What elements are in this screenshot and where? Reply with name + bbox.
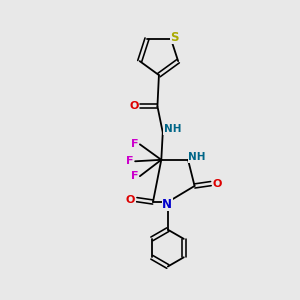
Text: F: F <box>131 140 138 149</box>
Text: NH: NH <box>188 152 206 162</box>
Text: S: S <box>170 31 178 44</box>
Text: N: N <box>162 198 172 211</box>
Text: NH: NH <box>164 124 181 134</box>
Text: F: F <box>126 156 134 166</box>
Text: F: F <box>131 171 138 181</box>
Text: O: O <box>130 101 139 111</box>
Text: O: O <box>126 195 135 205</box>
Text: O: O <box>212 178 222 189</box>
